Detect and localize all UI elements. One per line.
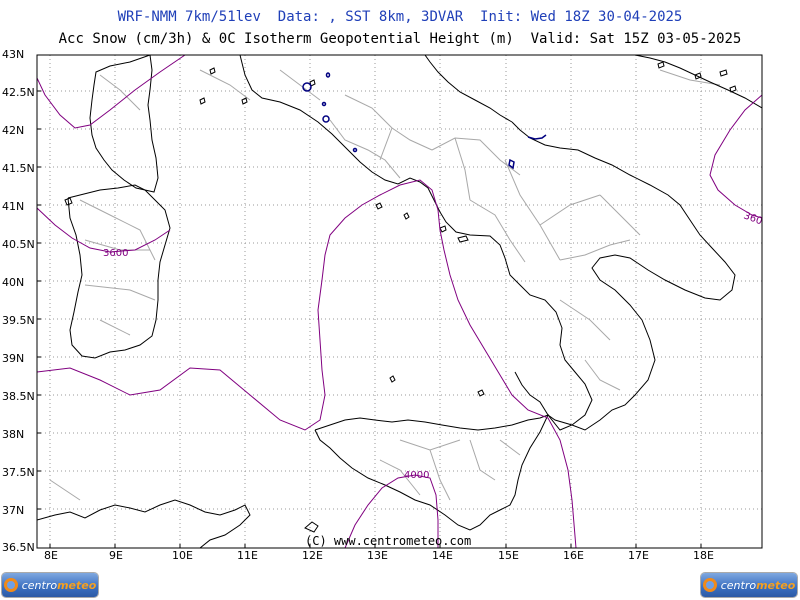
lon-label: 11E [237, 549, 258, 562]
lon-label: 17E [628, 549, 649, 562]
lon-label: 8E [44, 549, 58, 562]
lat-label: 41N [2, 200, 25, 213]
centrometeo-logo-right[interactable]: centrometeo [701, 573, 797, 597]
lon-label: 15E [498, 549, 519, 562]
axis-ticks [37, 90, 702, 548]
region-borders [49, 69, 721, 501]
logo-text: centro [720, 578, 757, 592]
lon-label: 9E [109, 549, 123, 562]
logo-ring-icon [3, 578, 18, 592]
logo-text-accent: meteo [57, 578, 97, 592]
snow-contours [302, 72, 547, 170]
lat-label: 41.5N [2, 162, 35, 175]
logo-text-accent: meteo [756, 578, 796, 592]
logo-text: centro [21, 578, 58, 592]
lon-label: 14E [432, 549, 453, 562]
graticule [37, 55, 762, 548]
isotherm-contours [37, 55, 762, 548]
contour-label-4000: 4000 [404, 470, 429, 481]
lon-label: 18E [693, 549, 714, 562]
lat-label: 37.5N [2, 466, 35, 479]
lat-label: 37N [2, 504, 25, 517]
lat-label: 39.5N [2, 314, 35, 327]
lat-label: 38N [2, 428, 25, 441]
lon-label: 10E [172, 549, 193, 562]
lon-label: 12E [302, 549, 323, 562]
copyright-text: (C) www.centrometeo.com [305, 534, 472, 548]
lat-label: 40.5N [2, 238, 35, 251]
lat-label: 40N [2, 276, 25, 289]
coastlines [37, 55, 762, 548]
lat-label: 42N [2, 124, 25, 137]
lat-label: 38.5N [2, 390, 35, 403]
lon-label: 13E [367, 549, 388, 562]
lat-label: 36.5N [2, 541, 35, 554]
lon-label: 16E [563, 549, 584, 562]
lat-label: 42.5N [2, 86, 35, 99]
chart-title-variable: Acc Snow (cm/3h) & 0C Isotherm Geopotent… [58, 31, 742, 47]
logo-ring-icon [702, 578, 717, 592]
chart-title-model: WRF-NMM 7km/51lev Data: , SST 8km, 3DVAR… [117, 9, 683, 25]
centrometeo-logo-left[interactable]: centrometeo [2, 573, 98, 597]
lat-label: 43N [2, 48, 25, 61]
contour-label-3600: 3600 [103, 248, 128, 259]
lat-label: 39N [2, 352, 25, 365]
